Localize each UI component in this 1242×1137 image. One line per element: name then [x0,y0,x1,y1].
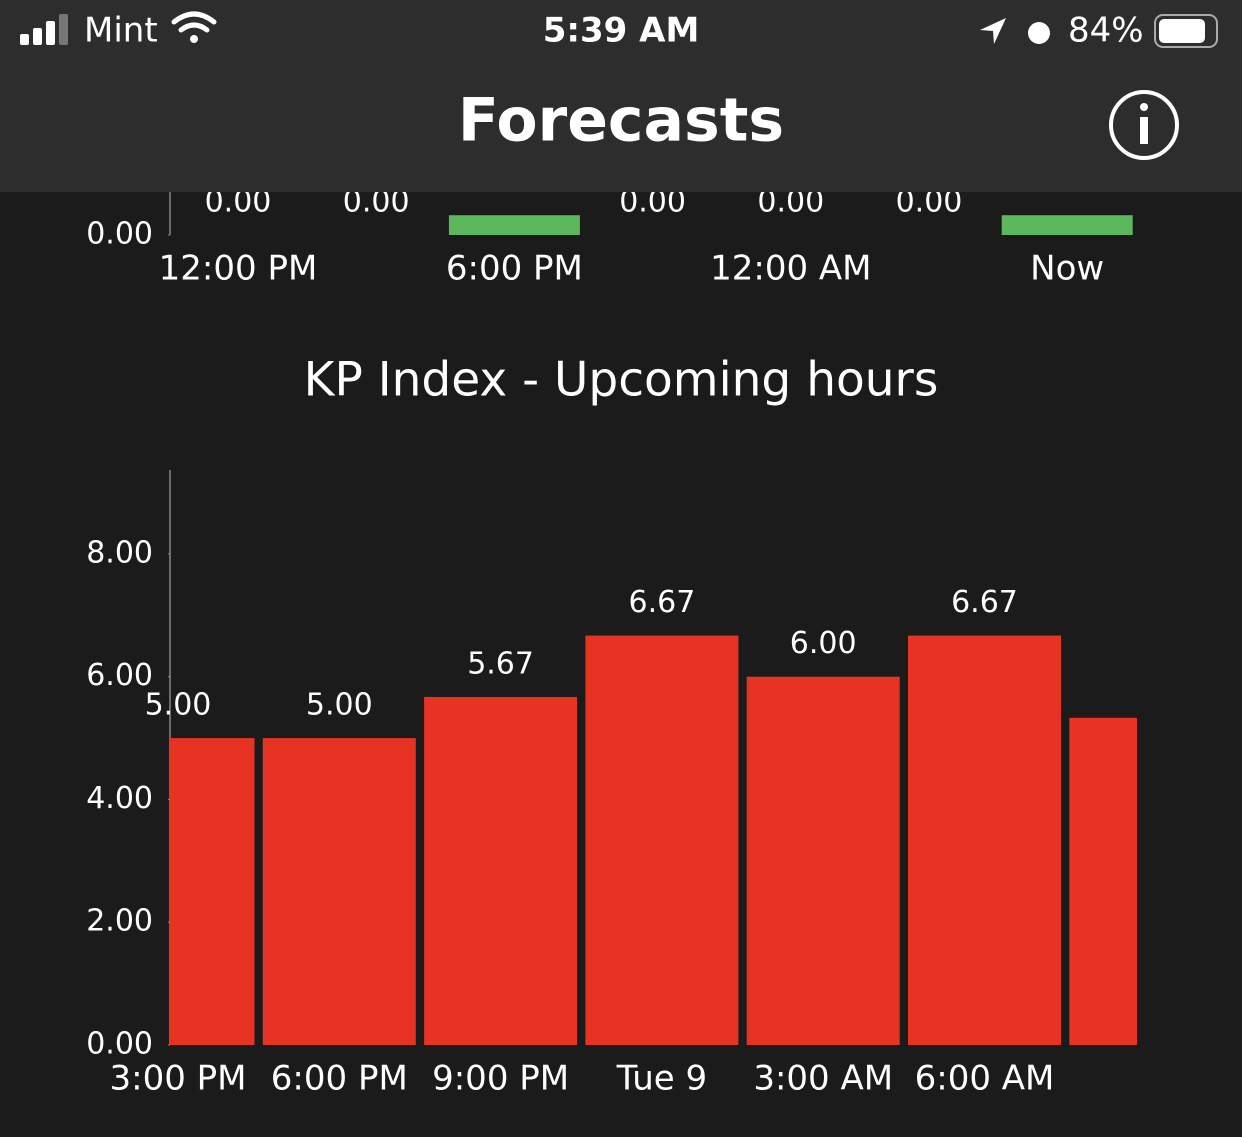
bar [746,676,900,1045]
x-tick-label: Tue 9 [616,1059,708,1099]
y-tick-label: 8.00 [86,535,153,570]
bar [262,738,416,1045]
y-tick-label: 6.00 [86,658,153,693]
y-tick-label: 0.00 [86,1027,153,1062]
x-tick-label: 12:00 AM [710,249,871,289]
x-tick-label: 6:00 PM [271,1059,408,1099]
value-label: 5.00 [306,688,373,723]
x-tick-label: 6:00 PM [446,249,583,289]
location-icon [980,18,1006,44]
chart: 0.00 2.00 4.00 6.00 8.00 5.00 3:00 PM 5.00 6:00 … [86,470,1137,1099]
value-label: 5.00 [145,688,212,723]
bars [448,215,1133,235]
wifi-icon [171,11,217,33]
bar [908,635,1061,1045]
battery-fill [1159,19,1205,43]
y-tick-label: 0.00 [86,217,153,252]
signal-icon [20,14,68,45]
value-label: 6.67 [629,585,696,620]
info-button[interactable] [1109,90,1179,160]
y-tick-label: 4.00 [86,781,153,816]
y-tick-label: 2.00 [86,904,153,939]
nav-title: Forecasts [458,86,784,156]
battery-text: 84% [1068,11,1144,51]
bar [1069,717,1137,1045]
bar [424,696,578,1045]
x-tick-label: 6:00 AM [915,1059,1055,1099]
carrier: Mint [84,11,158,51]
x-tick-label: 3:00 PM [110,1059,247,1099]
bar [448,215,580,235]
header: Mint 5:39 AM 84% Forecasts [0,0,1242,192]
chart-title: KP Index - Upcoming hours [304,353,939,408]
x-tick-label: 12:00 PM [159,249,318,289]
x-tick-label: 9:00 PM [432,1059,569,1099]
x-tick-label: 3:00 AM [753,1059,893,1099]
wifi-dot [190,35,198,43]
bars [170,635,1137,1045]
value-label: 6.00 [790,626,857,661]
battery-outline [1154,14,1218,48]
value-label: 6.67 [951,585,1018,620]
alarm-icon [1028,22,1050,44]
bar [170,738,255,1045]
bar [585,635,739,1045]
x-tick-label: Now [1030,249,1104,289]
value-label: 5.67 [467,646,534,681]
bar [1001,215,1133,235]
clock: 5:39 AM [543,11,700,51]
